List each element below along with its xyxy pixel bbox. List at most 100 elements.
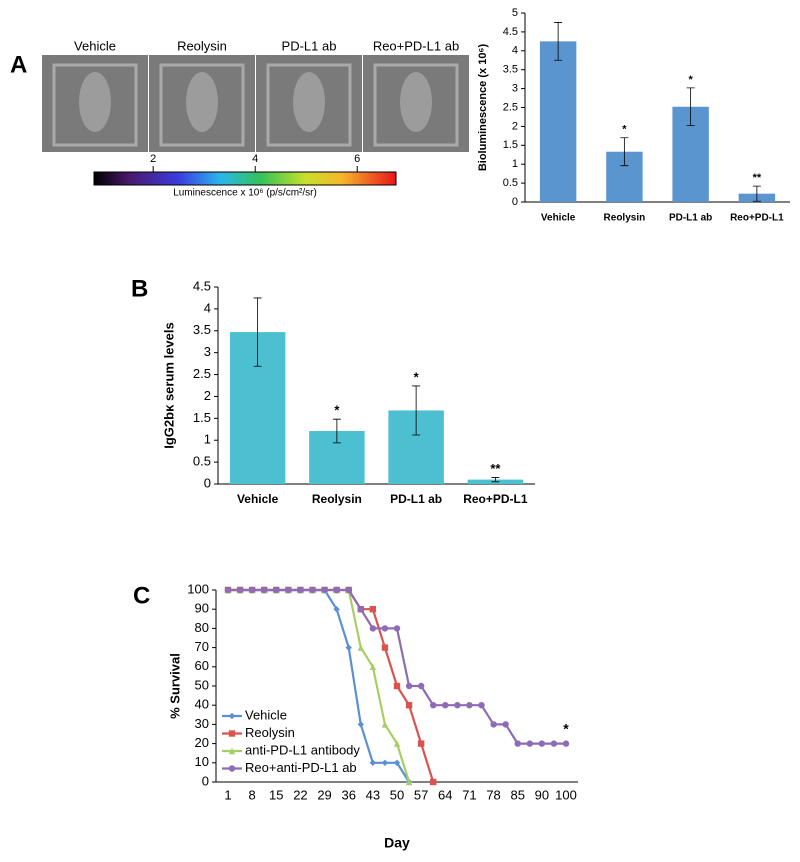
y-tick-label: 2 [204,388,211,403]
y-tick-label: 0.5 [193,454,211,469]
y-tick-label: 50 [195,677,209,692]
x-tick-label: Reo+PD-L1 [730,213,784,224]
y-axis-label: % Survival [167,653,182,719]
x-tick-label: Reo+PD-L1 [463,492,528,506]
point [393,625,401,632]
y-tick-label: 3.5 [193,322,211,337]
x-tick-label: 100 [555,787,577,802]
legend-label: anti-PD-L1 antibody [245,742,360,757]
point [550,740,558,747]
x-tick-label: Reolysin [604,213,646,224]
imaging-pad [52,63,138,147]
point [345,586,352,594]
y-tick-label: 1.5 [503,139,518,151]
x-tick-label: Reolysin [312,492,362,506]
y-tick-label: 0 [202,773,209,788]
point [393,740,401,747]
point [261,586,268,594]
point [369,663,377,670]
mouse-body [293,72,325,132]
significance: * [622,124,627,136]
legend-label: Reolysin [245,725,295,740]
point [430,702,437,709]
y-tick-label: 10 [195,754,209,769]
point [273,586,280,594]
y-tick-label: 0.5 [503,177,518,189]
colorbar [93,171,397,186]
y-tick-label: 2.5 [503,101,518,113]
error-bar [253,297,262,367]
y-tick-label: 70 [195,639,209,654]
point [393,759,401,766]
point [357,644,364,651]
colorbar-tick-label: 6 [354,153,360,165]
point [454,702,461,709]
error-bar [554,22,563,61]
error-bar [412,385,421,436]
point [490,721,497,728]
x-tick-label: Vehicle [541,213,576,224]
x-tick-label: 85 [510,787,524,802]
image-title: PD-L1 ab [282,38,337,53]
y-tick-label: 4.5 [193,278,211,293]
x-tick-label: PD-L1 ab [390,492,442,506]
y-tick-label: 5 [512,7,518,19]
point [405,682,413,690]
point [357,721,364,728]
mouse-body [79,72,111,132]
point [466,702,473,709]
point [502,721,509,728]
y-tick-label: 60 [195,658,209,673]
legend-marker [228,747,236,755]
y-tick-label: 4 [204,300,211,315]
y-tick-label: 40 [195,697,209,712]
error-bar [491,477,500,483]
imaging-pad [159,63,245,147]
point [526,740,533,747]
point [345,644,352,651]
error-bar [620,137,629,167]
y-tick-label: 3.5 [503,64,518,76]
x-tick-label: 15 [269,787,283,802]
point [393,682,401,690]
point [381,625,389,632]
x-tick-label: 1 [224,787,231,802]
x-tick-label: 50 [390,787,404,802]
legend-marker [228,712,236,720]
y-tick-label: 3 [204,344,211,359]
x-tick-label: 71 [462,787,476,802]
error-bar [686,87,695,127]
y-tick-label: 100 [187,581,209,596]
colorbar-tick-label: 4 [252,153,258,165]
point [417,682,425,690]
mouse-body [186,72,218,132]
significance: ** [753,172,762,184]
point [442,702,449,709]
point [369,759,377,766]
point [309,586,316,594]
imaging-pad [373,63,459,147]
x-tick-label: 22 [293,787,307,802]
y-tick-label: 2 [512,120,518,132]
point [478,702,485,709]
significance: ** [490,461,501,476]
legend-marker [228,765,236,772]
x-tick-label: 36 [341,787,355,802]
y-tick-label: 0 [204,475,211,490]
x-tick-label: 8 [249,787,256,802]
y-tick-label: 1.5 [193,410,211,425]
point [417,740,425,747]
point [357,606,364,613]
x-tick-label: 43 [366,787,380,802]
point [297,586,304,594]
point [369,606,377,613]
x-tick-label: Vehicle [237,492,279,506]
point [405,702,413,709]
y-tick-label: 30 [195,716,209,731]
point [538,740,546,747]
point [369,625,377,632]
x-tick-label: PD-L1 ab [669,213,712,224]
y-tick-label: 0 [512,196,518,208]
y-tick-label: 20 [195,735,209,750]
